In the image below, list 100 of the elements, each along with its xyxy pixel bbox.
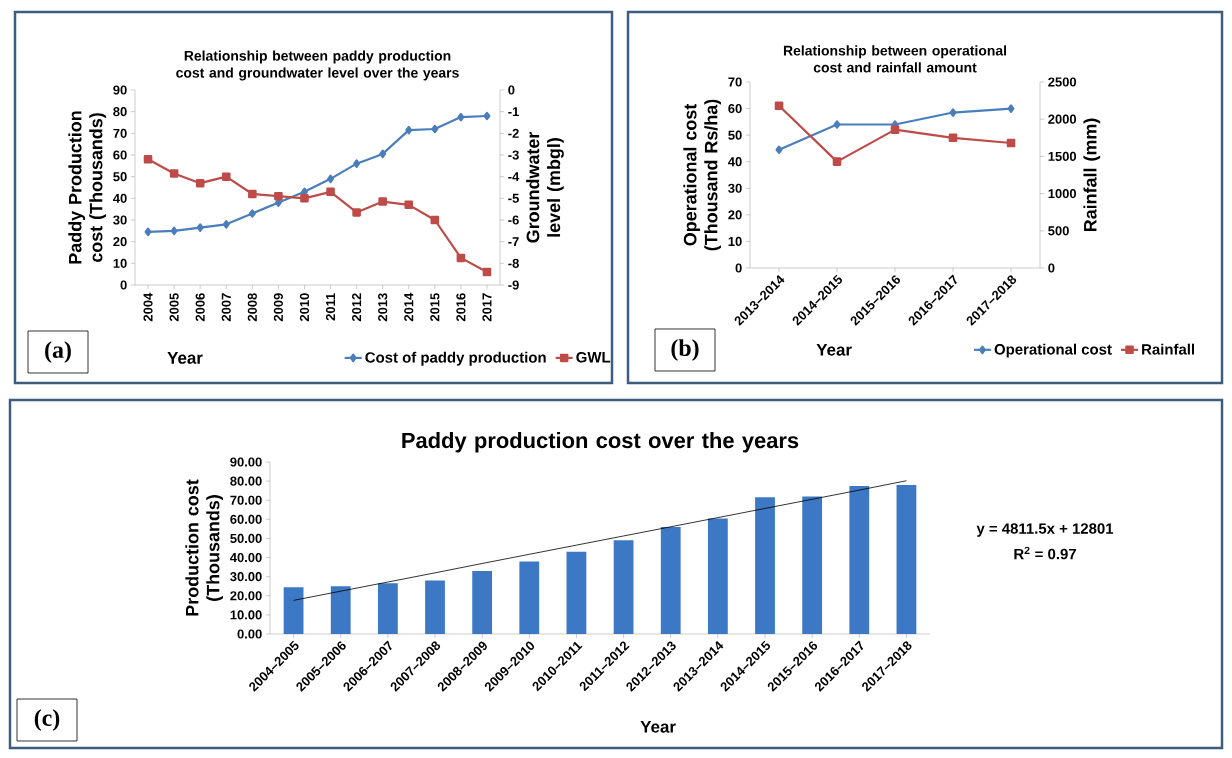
y-tick-label: 20.00	[230, 591, 262, 601]
y-tick-label: 30	[113, 215, 127, 225]
x-tick-label: 2007	[221, 293, 231, 322]
point	[379, 149, 387, 159]
x-tick-label: 2017	[482, 293, 492, 322]
point	[248, 189, 257, 199]
bar	[613, 540, 634, 634]
y-tick-label: 90	[113, 85, 127, 95]
x-tick-label: 2004	[143, 292, 153, 322]
x-axis-title: Year	[167, 352, 203, 364]
point	[775, 145, 783, 155]
y-tick-label: 90.00	[230, 457, 262, 467]
point	[456, 253, 466, 263]
y-tick-label: 40.00	[230, 552, 262, 563]
y-tick-label: 50.00	[230, 533, 262, 544]
point	[948, 133, 958, 143]
y2-tick-label: -5	[508, 193, 519, 203]
y-tick-label: 10	[728, 236, 742, 247]
y-tick-label: 0	[120, 280, 127, 290]
y-tick-label: 70	[113, 128, 127, 138]
y-tick-label: 50	[728, 130, 742, 140]
y2-tick-label: -4	[508, 172, 520, 182]
point	[143, 155, 153, 164]
y-tick-label: 50	[113, 172, 127, 182]
y-axis-title: Operational cost (Thousand Rs/ha)	[683, 99, 721, 251]
bar	[566, 551, 587, 634]
bar	[896, 484, 917, 634]
y2-tick-label: 0	[508, 85, 515, 95]
x-axis-title: Year	[816, 343, 852, 356]
point	[195, 178, 205, 188]
y2-tick-label: -3	[508, 150, 519, 160]
point	[221, 172, 231, 181]
y2-tick-label: 0	[1048, 263, 1055, 273]
chart-title: Paddy production cost over the years	[402, 432, 799, 453]
point	[431, 124, 439, 134]
point	[1007, 104, 1015, 113]
x-tick-label: 2015	[430, 293, 440, 322]
point	[169, 169, 179, 178]
y-tick-label: 30	[728, 183, 742, 193]
bar	[519, 561, 540, 634]
y2-tick-label: -8	[508, 258, 519, 268]
legend-label: Cost of paddy production	[365, 351, 546, 366]
x-tick-label: 2016	[456, 293, 466, 322]
point	[404, 200, 414, 210]
y-tick-label: 20	[728, 210, 742, 220]
bar	[707, 518, 728, 634]
y-tick-label: 10.00	[230, 610, 262, 620]
y2-tick-label: 2500	[1048, 77, 1077, 87]
y-tick-label: 70	[728, 77, 742, 87]
text: (c)	[34, 709, 60, 731]
y2-tick-label: 1500	[1048, 151, 1077, 161]
y2-tick-label: -1	[508, 107, 519, 117]
x-tick-label: 2010	[299, 293, 310, 322]
point	[144, 227, 152, 237]
chart-title: Relationship between paddy production cost and groundwater level over the years	[176, 50, 459, 81]
x-tick-label: 2009	[273, 293, 283, 322]
legend-label: GWL	[576, 351, 611, 363]
x-tick-label: 2012	[352, 293, 362, 322]
y-tick-label: 0.00	[237, 629, 262, 639]
point	[352, 208, 361, 217]
point	[457, 112, 465, 122]
y-tick-label: 10	[113, 258, 127, 268]
y-tick-label: 70.00	[230, 495, 262, 505]
point	[170, 226, 178, 236]
point	[326, 187, 335, 197]
legend-label: Rainfall	[1142, 343, 1195, 355]
line-series	[293, 480, 907, 601]
y-tick-label: 30.00	[230, 572, 262, 582]
x-axis-title: Year	[640, 720, 676, 733]
y2-tick-label: -7	[508, 237, 519, 247]
point	[430, 215, 440, 225]
y2-tick-label: -2	[508, 128, 519, 138]
bar	[377, 583, 398, 634]
point	[222, 220, 230, 229]
bar	[660, 526, 681, 634]
text: R$^{2}$ = 0.97	[1014, 546, 1076, 560]
point	[774, 101, 784, 111]
bar	[755, 497, 775, 634]
y-tick-label: 80.00	[230, 476, 262, 486]
point	[482, 267, 492, 277]
text: y = 4811.5x + 12801	[976, 523, 1114, 537]
bar	[283, 587, 304, 634]
x-tick-label: 2005	[169, 293, 179, 322]
point	[949, 108, 957, 117]
point	[248, 209, 256, 218]
y-tick-label: 40	[113, 193, 127, 203]
y2-tick-label: 1000	[1048, 189, 1077, 199]
y2-tick-label: 2000	[1048, 114, 1077, 124]
y2-tick-label: -6	[508, 215, 519, 225]
y-tick-label: 60	[113, 150, 127, 160]
x-tick-label: 2011	[325, 293, 336, 321]
bar	[472, 570, 493, 634]
y2-tick-label: 500	[1048, 226, 1069, 236]
y2-axis-title: Rainfall (mm)	[1083, 118, 1101, 232]
point	[378, 197, 387, 206]
bar	[849, 485, 870, 634]
point	[833, 120, 841, 129]
x-tick-label: 2014	[404, 292, 414, 322]
legend-label: Operational cost	[994, 343, 1112, 358]
point	[353, 159, 361, 168]
